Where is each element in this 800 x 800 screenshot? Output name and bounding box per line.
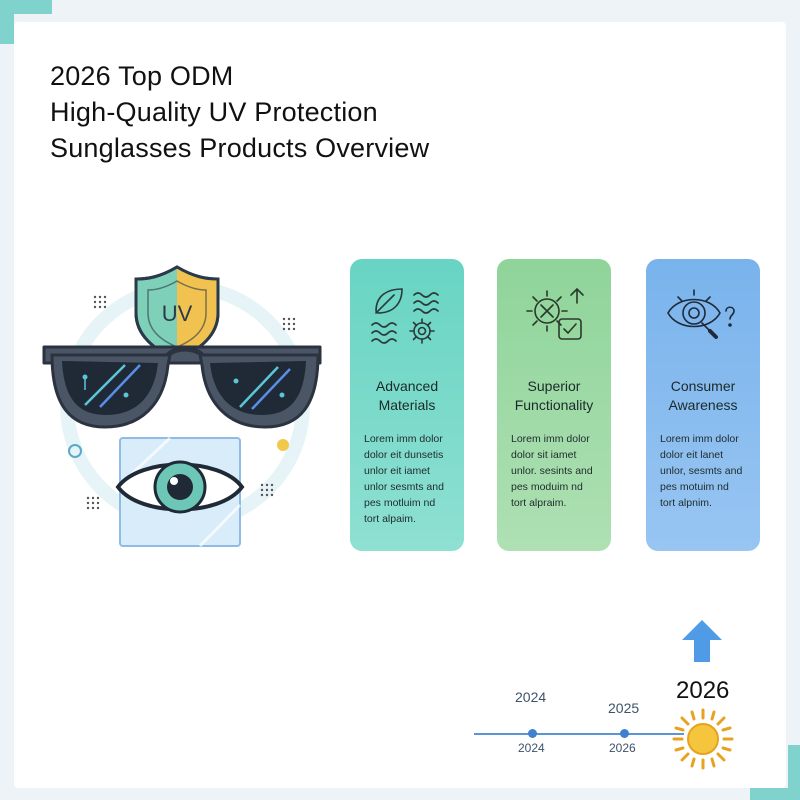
page-title: 2026 Top ODM High-Quality UV Protection … bbox=[50, 58, 570, 166]
timeline-dot bbox=[528, 729, 537, 738]
corner-accent bbox=[788, 745, 800, 800]
eye-magnifier-icon bbox=[667, 289, 735, 339]
card-title: Consumer Awareness bbox=[650, 377, 756, 415]
card-title-line: Functionality bbox=[514, 397, 594, 413]
eye-icon bbox=[115, 436, 245, 548]
timeline-year-label: 2024 bbox=[515, 689, 547, 705]
card-body-line: Lorem imm dolor bbox=[364, 433, 443, 445]
title-line: Sunglasses Products Overview bbox=[50, 133, 430, 163]
card-title-line: Consumer bbox=[670, 378, 736, 394]
card-body-line: tort alpaim. bbox=[364, 513, 416, 525]
dot-grid-icon bbox=[86, 295, 296, 510]
card-body-line: dolor sit iamet bbox=[511, 449, 577, 461]
shield-uv-icon: UV bbox=[134, 265, 220, 361]
card-body-line: unlor. sesints and bbox=[511, 465, 593, 477]
timeline-dot bbox=[620, 729, 629, 738]
card-title-line: Superior bbox=[527, 378, 581, 394]
feature-card-superior-functionality: Superior Functionality Lorem imm dolor d… bbox=[497, 259, 611, 551]
card-title-line: Materials bbox=[378, 397, 436, 413]
timeline-highlight-year: 2026 bbox=[676, 677, 730, 704]
card-body: Lorem imm dolor dolor eit lanet unlor, s… bbox=[660, 431, 752, 511]
card-body: Lorem imm dolor dolor eit dunsetis unlor… bbox=[364, 431, 456, 527]
card-body-line: Lorem imm dolor bbox=[511, 433, 590, 445]
sunglasses-icon bbox=[42, 345, 322, 429]
card-body-line: pes motluim nd bbox=[364, 497, 436, 509]
card-body-line: unlor eit iamet bbox=[364, 465, 430, 477]
feature-card-advanced-materials: Advanced Materials Lorem imm dolor dolor… bbox=[350, 259, 464, 551]
corner-accent bbox=[0, 0, 52, 14]
timeline-year-label: 2026 bbox=[609, 741, 636, 755]
card-body-line: unlor sesmts and bbox=[364, 481, 444, 493]
card-body-line: tort alpraim. bbox=[511, 497, 567, 509]
corner-accent bbox=[0, 14, 14, 44]
arrow-up-icon bbox=[682, 620, 722, 662]
card-title: Advanced Materials bbox=[354, 377, 460, 415]
leaf-gear-icon bbox=[371, 288, 439, 344]
card-body-line: tort alpnim. bbox=[660, 497, 712, 509]
uv-sunglasses-illustration: UV bbox=[42, 265, 322, 548]
timeline-year-label: 2025 bbox=[608, 700, 640, 716]
card-title: Superior Functionality bbox=[501, 377, 607, 415]
card-body-line: unlor, sesmts and bbox=[660, 465, 743, 477]
card-body-line: dolor eit lanet bbox=[660, 449, 724, 461]
card-title-line: Awareness bbox=[668, 397, 738, 413]
card-title-line: Advanced bbox=[375, 378, 439, 394]
title-line: 2026 Top ODM bbox=[50, 61, 234, 91]
timeline-year-label: 2024 bbox=[518, 741, 545, 755]
timeline-line bbox=[474, 733, 684, 735]
card-body-line: pes moduim nd bbox=[511, 481, 583, 493]
sun-check-icon bbox=[526, 287, 584, 340]
svg-text:UV: UV bbox=[162, 301, 193, 326]
card-body-line: dolor eit dunsetis bbox=[364, 449, 444, 461]
card-body: Lorem imm dolor dolor sit iamet unlor. s… bbox=[511, 431, 603, 511]
title-line: High-Quality UV Protection bbox=[50, 97, 378, 127]
feature-card-consumer-awareness: Consumer Awareness Lorem imm dolor dolor… bbox=[646, 259, 760, 551]
corner-accent bbox=[750, 788, 800, 800]
sun-icon bbox=[672, 708, 734, 770]
card-body-line: Lorem imm dolor bbox=[660, 433, 739, 445]
card-body-line: pes motuim nd bbox=[660, 481, 729, 493]
